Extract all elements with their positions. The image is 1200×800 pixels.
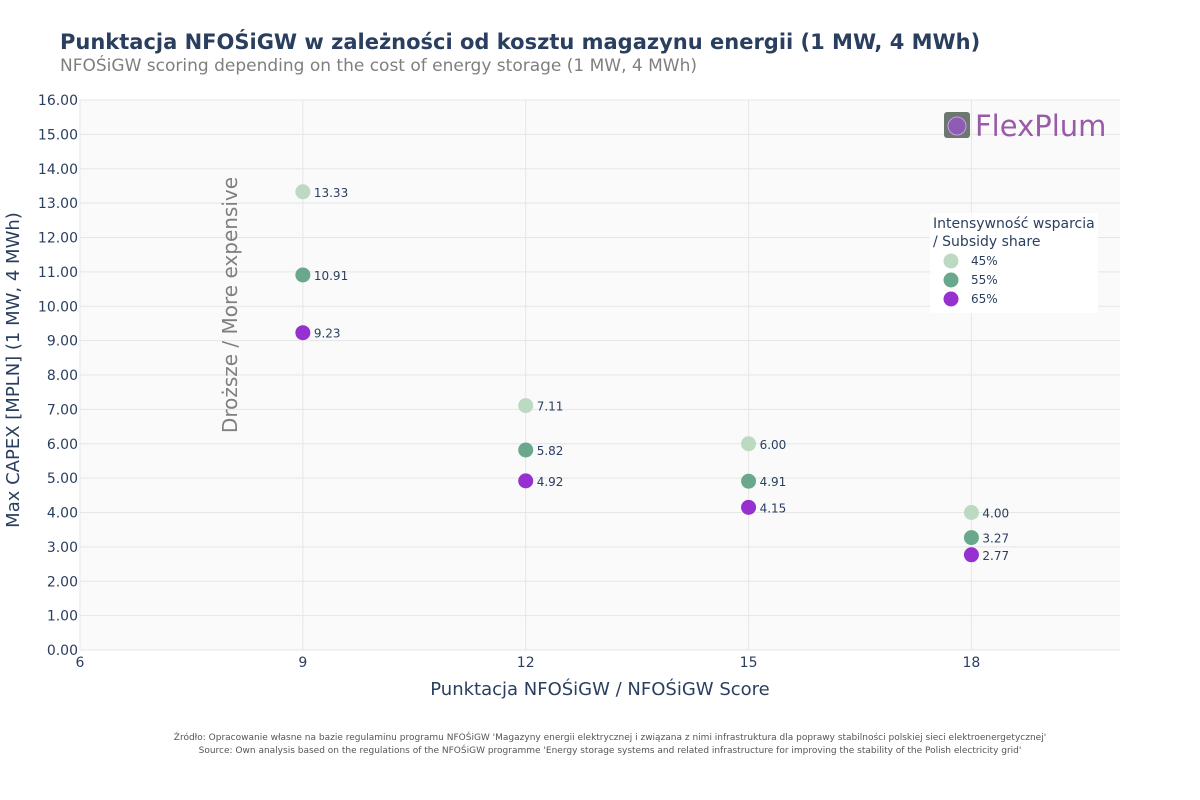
legend-items: 45% 55% 65% xyxy=(943,253,998,307)
y-tick-label: 13.00 xyxy=(38,196,78,212)
point-45pct-18 xyxy=(963,505,979,520)
point-65pct-9 xyxy=(295,325,311,341)
y-tick-label: 14.00 xyxy=(38,162,78,178)
y-tick-label: 4.00 xyxy=(47,506,78,522)
x-tick-label: 12 xyxy=(517,655,535,671)
point-65pct-15 xyxy=(741,499,757,515)
data-label: 5.82 xyxy=(537,444,564,458)
point-45pct-12 xyxy=(518,398,534,414)
y-tick-label: 1.00 xyxy=(47,609,78,625)
legend-marker-45pct xyxy=(943,253,959,269)
logo: FlexPlum xyxy=(944,109,1106,143)
x-tick-labels: 6 9 12 15 18 xyxy=(76,655,981,671)
source-note-pl: Źródło: Opracowanie własne na bazie regu… xyxy=(173,733,1047,743)
data-label: 3.27 xyxy=(982,532,1009,546)
y-tick-label: 0.00 xyxy=(47,643,78,659)
y-tick-label: 16.00 xyxy=(38,93,78,109)
data-label: 4.91 xyxy=(760,475,787,489)
legend-item-label: 55% xyxy=(971,273,998,287)
point-55pct-18 xyxy=(963,530,979,546)
x-tick-label: 18 xyxy=(963,655,981,671)
x-axis-label: Punktacja NFOŚiGW / NFOŚiGW Score xyxy=(430,678,769,700)
x-tick-label: 15 xyxy=(740,655,758,671)
legend-title-line2: / Subsidy share xyxy=(933,234,1040,250)
chart-svg: 0.00 1.00 2.00 3.00 4.00 5.00 6.00 7.00 8.00 9.00… xyxy=(3,93,1120,700)
point-55pct-12 xyxy=(518,442,534,458)
y-tick-label: 12.00 xyxy=(38,231,78,247)
point-65pct-18 xyxy=(963,547,979,563)
point-45pct-15 xyxy=(741,436,757,452)
y-tick-label: 9.00 xyxy=(47,334,78,350)
data-label: 9.23 xyxy=(314,327,341,341)
y-tick-label: 11.00 xyxy=(38,265,78,281)
data-label: 4.92 xyxy=(537,475,564,489)
y-axis-label: Max CAPEX [MPLN] (1 MW, 4 MWh) xyxy=(3,212,24,528)
data-label: 4.00 xyxy=(982,507,1009,521)
point-55pct-9 xyxy=(295,267,311,283)
data-label: 13.33 xyxy=(314,186,348,200)
data-points: 13.33 7.11 6.00 4.00 10.91 5.82 4.91 3.27 9.23 4.… xyxy=(295,184,1009,563)
y-tick-label: 8.00 xyxy=(47,368,78,384)
legend-item-label: 45% xyxy=(971,254,998,268)
grid xyxy=(79,99,1120,651)
y-tick-label: 10.00 xyxy=(38,299,78,315)
x-tick-label: 9 xyxy=(298,655,307,671)
plum-icon-fruit xyxy=(947,116,967,136)
y-tick-label: 5.00 xyxy=(47,471,78,487)
y-tick-labels: 0.00 1.00 2.00 3.00 4.00 5.00 6.00 7.00 8.00 9.00… xyxy=(38,93,78,659)
legend-marker-55pct xyxy=(943,272,959,288)
point-45pct-9 xyxy=(295,184,311,200)
point-65pct-12 xyxy=(518,473,534,489)
chart-title: Punktacja NFOŚiGW w zależności od kosztu… xyxy=(60,30,981,54)
y-tick-label: 6.00 xyxy=(47,437,78,453)
data-label: 6.00 xyxy=(760,438,787,452)
legend-title: Intensywność wsparcia xyxy=(933,216,1095,232)
data-label: 2.77 xyxy=(982,549,1009,563)
source-note-en: Source: Own analysis based on the regula… xyxy=(198,746,1022,756)
data-label: 7.11 xyxy=(537,400,564,414)
y-tick-label: 15.00 xyxy=(38,127,78,143)
annotation-more-expensive: Droższe / More expensive xyxy=(218,177,242,433)
x-tick-label: 6 xyxy=(76,655,85,671)
chart-subtitle: NFOŚiGW scoring depending on the cost of… xyxy=(60,56,698,76)
logo-text: FlexPlum xyxy=(975,109,1106,143)
data-label: 4.15 xyxy=(760,501,787,515)
legend: Intensywność wsparcia / Subsidy share 45… xyxy=(930,213,1098,313)
data-label: 10.91 xyxy=(314,269,348,283)
y-tick-label: 3.00 xyxy=(47,540,78,556)
legend-item-label: 65% xyxy=(971,292,998,306)
y-tick-label: 7.00 xyxy=(47,402,78,418)
point-55pct-15 xyxy=(741,473,757,489)
legend-marker-65pct xyxy=(943,291,959,307)
y-tick-label: 2.00 xyxy=(47,574,78,590)
